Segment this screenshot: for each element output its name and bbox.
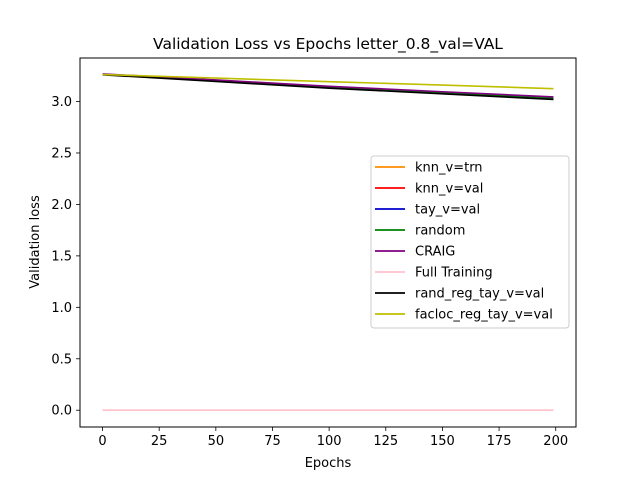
- x-axis-title: Epochs: [305, 456, 352, 471]
- plot-lines: [102, 73, 554, 412]
- y-tick-label: 0.0: [51, 404, 72, 419]
- legend-label-7: facloc_reg_tay_v=val: [415, 308, 553, 323]
- chart-title: Validation Loss vs Epochs letter_0.8_val…: [153, 35, 503, 54]
- legend-label-6: rand_reg_tay_v=val: [415, 287, 544, 302]
- series-line-4: [102, 73, 554, 98]
- y-tick-label: 3.0: [51, 95, 72, 110]
- y-tick-label: 2.0: [51, 198, 72, 213]
- x-tick-label: 75: [264, 434, 281, 449]
- series-line-7: [102, 73, 554, 90]
- x-tick-label: 125: [373, 434, 398, 449]
- y-tick-label: 2.5: [51, 146, 72, 161]
- y-tick-label: 1.5: [51, 249, 72, 264]
- legend-label-4: CRAIG: [415, 245, 455, 260]
- legend-label-1: knn_v=val: [415, 182, 483, 197]
- legend-label-3: random: [415, 224, 465, 239]
- y-axis-title: Validation loss: [28, 195, 43, 289]
- x-tick-label: 200: [543, 434, 568, 449]
- x-tick-label: 150: [430, 434, 455, 449]
- legend-box: [370, 155, 570, 329]
- legend-label-0: knn_v=trn: [415, 161, 483, 176]
- y-axis: 0.0 0.5 1.0 1.5 2.0 2.5 3.0: [51, 95, 80, 419]
- legend-label-5: Full Training: [415, 266, 493, 281]
- x-tick-label: 175: [487, 434, 512, 449]
- x-tick-label: 100: [317, 434, 342, 449]
- x-tick-label: 25: [151, 434, 168, 449]
- x-axis: 0 25 50 75 100 125 150 175 200: [98, 427, 568, 449]
- plot-frame: [79, 57, 577, 428]
- y-tick-label: 1.0: [51, 301, 72, 316]
- legend-label-2: tay_v=val: [415, 203, 480, 218]
- series-line-6: [102, 73, 554, 101]
- x-tick-label: 0: [98, 434, 106, 449]
- x-tick-label: 50: [208, 434, 225, 449]
- y-tick-label: 0.5: [51, 352, 72, 367]
